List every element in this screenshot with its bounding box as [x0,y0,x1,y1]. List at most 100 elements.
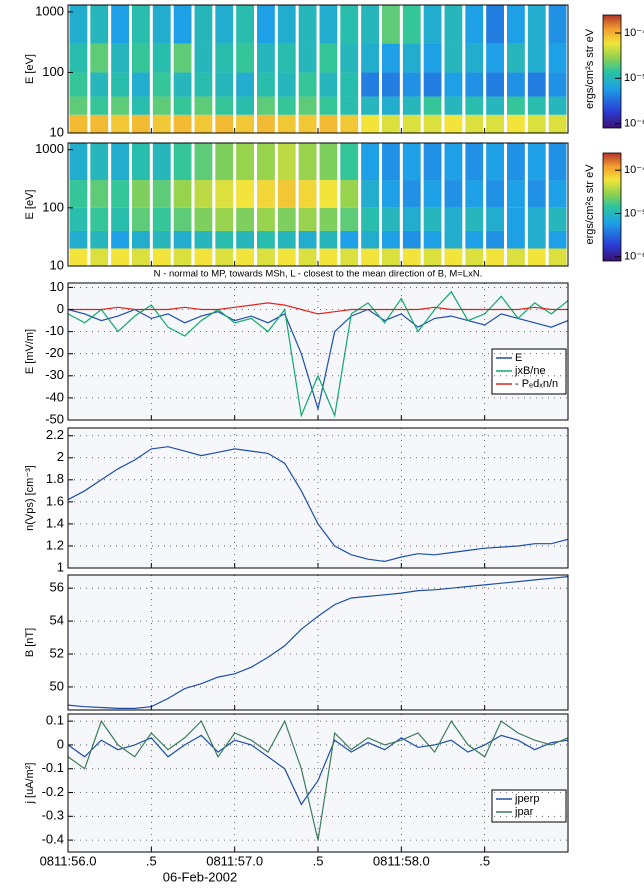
heatmap-cell [507,180,525,208]
heatmap-cell [361,72,379,97]
plot-frame [67,4,569,134]
heatmap-cell [236,230,254,249]
heatmap-cell [507,72,525,97]
heatmap-cell [548,96,567,115]
plot-background [68,714,568,852]
heatmap-cell [277,96,296,115]
heatmap-cell [152,114,171,133]
heatmap-cell [69,143,88,181]
heatmap-cell [507,96,525,115]
heatmap-cell [90,96,109,115]
heatmap-cell [152,230,171,249]
x-tick-label: .5 [479,853,490,868]
heatmap-cell [361,230,379,249]
heatmap-cell [402,5,421,44]
y-tick-label: 0 [57,301,64,316]
heatmap-cell [319,207,338,231]
heatmap-cell [152,43,171,73]
heatmap-cell [152,5,171,44]
heatmap-cell [298,230,317,249]
heatmap-cell [486,180,504,208]
heatmap-cell [423,248,442,266]
y-tick-label: -0.2 [42,784,64,799]
heatmap-cell [277,248,296,266]
heatmap-cell [90,143,109,181]
legend-label: - Pₑdₓn/n [515,378,558,390]
heatmap-cell [548,114,567,133]
plot-frame [67,713,569,853]
y-tick-label: 1.6 [46,493,64,508]
plot-frame [67,282,569,421]
heatmap-cell [257,230,275,249]
heatmap-cell [257,114,275,133]
heatmap-cell [444,143,463,181]
x-tick-label: 0811:56.0 [40,853,97,868]
legend-label: E [515,352,522,364]
heatmap-cell [173,114,192,133]
heatmap-cell [277,5,296,44]
heatmap-cell [257,180,275,208]
plot-frame [67,427,569,569]
heatmap-cell [382,114,400,133]
heatmap-cell [465,248,484,266]
heatmap-cell [215,230,234,249]
heatmap-cell [215,96,234,115]
y-axis-label: E [eV] [24,190,36,220]
heatmap-cell [402,248,421,266]
heatmap-cell [277,207,296,231]
heatmap-cell [69,43,88,73]
heatmap-cell [111,43,129,73]
heatmap-cell [173,180,192,208]
heatmap-cell [382,230,400,249]
heatmap-cell [173,143,192,181]
heatmap-cell [152,72,171,97]
heatmap-cell [507,230,525,249]
heatmap-cell [215,72,234,97]
heatmap-cell [319,72,338,97]
heatmap-cell [465,114,484,133]
heatmap-cell [111,72,129,97]
heatmap-cell [361,143,379,181]
heatmap-cell [548,5,567,44]
heatmap-cell [548,72,567,97]
x-axis-label: 06-Feb-2002 [163,869,237,884]
heatmap-cell [402,207,421,231]
colorbar-tick-label: 10⁻⁶ [624,118,644,130]
heatmap-cell [194,230,213,249]
heatmap-cell [361,96,379,115]
heatmap-cell [465,143,484,181]
heatmap-cell [132,180,150,208]
y-tick-label: -0.4 [42,832,64,847]
heatmap-cell [277,72,296,97]
annotation: N - normal to MP, towards MSh, L - close… [154,269,483,280]
heatmap-cell [340,248,359,266]
y-tick-label: -30 [45,367,64,382]
heatmap-cell [173,248,192,266]
heatmap-cell [298,114,317,133]
heatmap-cell [215,43,234,73]
heatmap-cell [277,143,296,181]
heatmap-cell [402,96,421,115]
heatmap-cell [90,43,109,73]
heatmap-cell [215,207,234,231]
heatmap-cell [111,248,129,266]
heatmap-cell [90,207,109,231]
heatmap-cell [132,143,150,181]
heatmap-cell [277,230,296,249]
y-tick-label: 2.2 [46,427,64,442]
heatmap-cell [527,72,546,97]
heatmap-cell [444,96,463,115]
heatmap-cell [382,143,400,181]
heatmap-cell [527,230,546,249]
heatmap-cell [215,143,234,181]
heatmap-cell [423,230,442,249]
plot-background [68,428,568,568]
heatmap-cell [152,248,171,266]
y-tick-label: 56 [50,580,64,595]
heatmap-cell [298,207,317,231]
y-tick-label: -0.3 [42,808,64,823]
plot-frame [67,142,569,267]
colorbar-tick-label: 10⁻⁴ [624,164,644,176]
heatmap-cell [444,43,463,73]
